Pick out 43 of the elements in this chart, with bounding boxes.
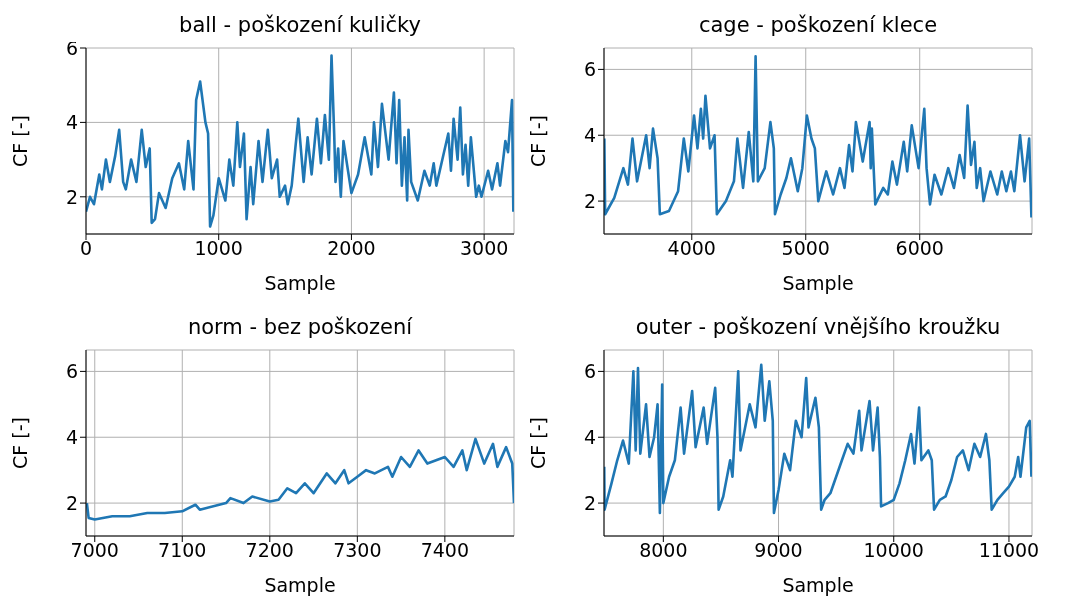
x-tick-label: 8000 <box>639 539 688 562</box>
y-axis-title: CF [-] <box>8 115 31 167</box>
y-axis-title: CF [-] <box>526 115 549 167</box>
y-axis-title: CF [-] <box>8 417 31 469</box>
chart-title: cage - poškození klece <box>698 12 938 39</box>
line-series <box>604 363 1032 515</box>
chart-title: outer - poškození vnějšího kroužku <box>635 314 1001 341</box>
x-tick-label: 7300 <box>333 539 382 562</box>
x-axis-title: Sample <box>782 272 854 294</box>
x-tick-label: 3000 <box>459 237 509 260</box>
x-tick-label: 4000 <box>667 237 716 260</box>
x-tick-label: 7100 <box>158 539 207 562</box>
x-axis-title: Sample <box>264 272 336 294</box>
x-tick-label: 7000 <box>70 539 119 562</box>
y-tick-label: 4 <box>583 425 596 448</box>
y-axis-title: CF [-] <box>526 417 549 469</box>
x-axis-title: Sample <box>264 574 336 596</box>
chart-title: ball - poškození kuličky <box>179 12 421 39</box>
y-tick-label: 6 <box>583 58 596 81</box>
y-tick-label: 6 <box>583 360 596 383</box>
y-tick-label: 2 <box>65 491 78 514</box>
line-series <box>86 437 514 521</box>
x-tick-label: 0 <box>79 237 93 260</box>
x-tick-label: 7400 <box>420 539 470 562</box>
y-tick-label: 2 <box>583 491 596 514</box>
y-tick-label: 4 <box>583 123 596 146</box>
y-tick-label: 2 <box>65 185 78 208</box>
y-tick-label: 4 <box>65 425 78 448</box>
line-series <box>604 54 1032 219</box>
chart-title: norm - bez poškození <box>187 314 413 341</box>
x-tick-label: 1000 <box>194 237 243 260</box>
y-tick-label: 2 <box>583 189 596 212</box>
y-tick-label: 6 <box>65 360 78 383</box>
x-tick-label: 9000 <box>754 539 803 562</box>
x-tick-label: 2000 <box>327 237 376 260</box>
x-tick-label: 11000 <box>978 539 1040 562</box>
x-tick-label: 5000 <box>781 237 830 260</box>
x-axis-title: Sample <box>782 574 854 596</box>
y-tick-label: 4 <box>65 111 78 134</box>
x-tick-label: 6000 <box>895 237 944 260</box>
x-tick-label: 10000 <box>863 539 924 562</box>
line-series <box>86 54 514 228</box>
x-tick-label: 7200 <box>245 539 294 562</box>
